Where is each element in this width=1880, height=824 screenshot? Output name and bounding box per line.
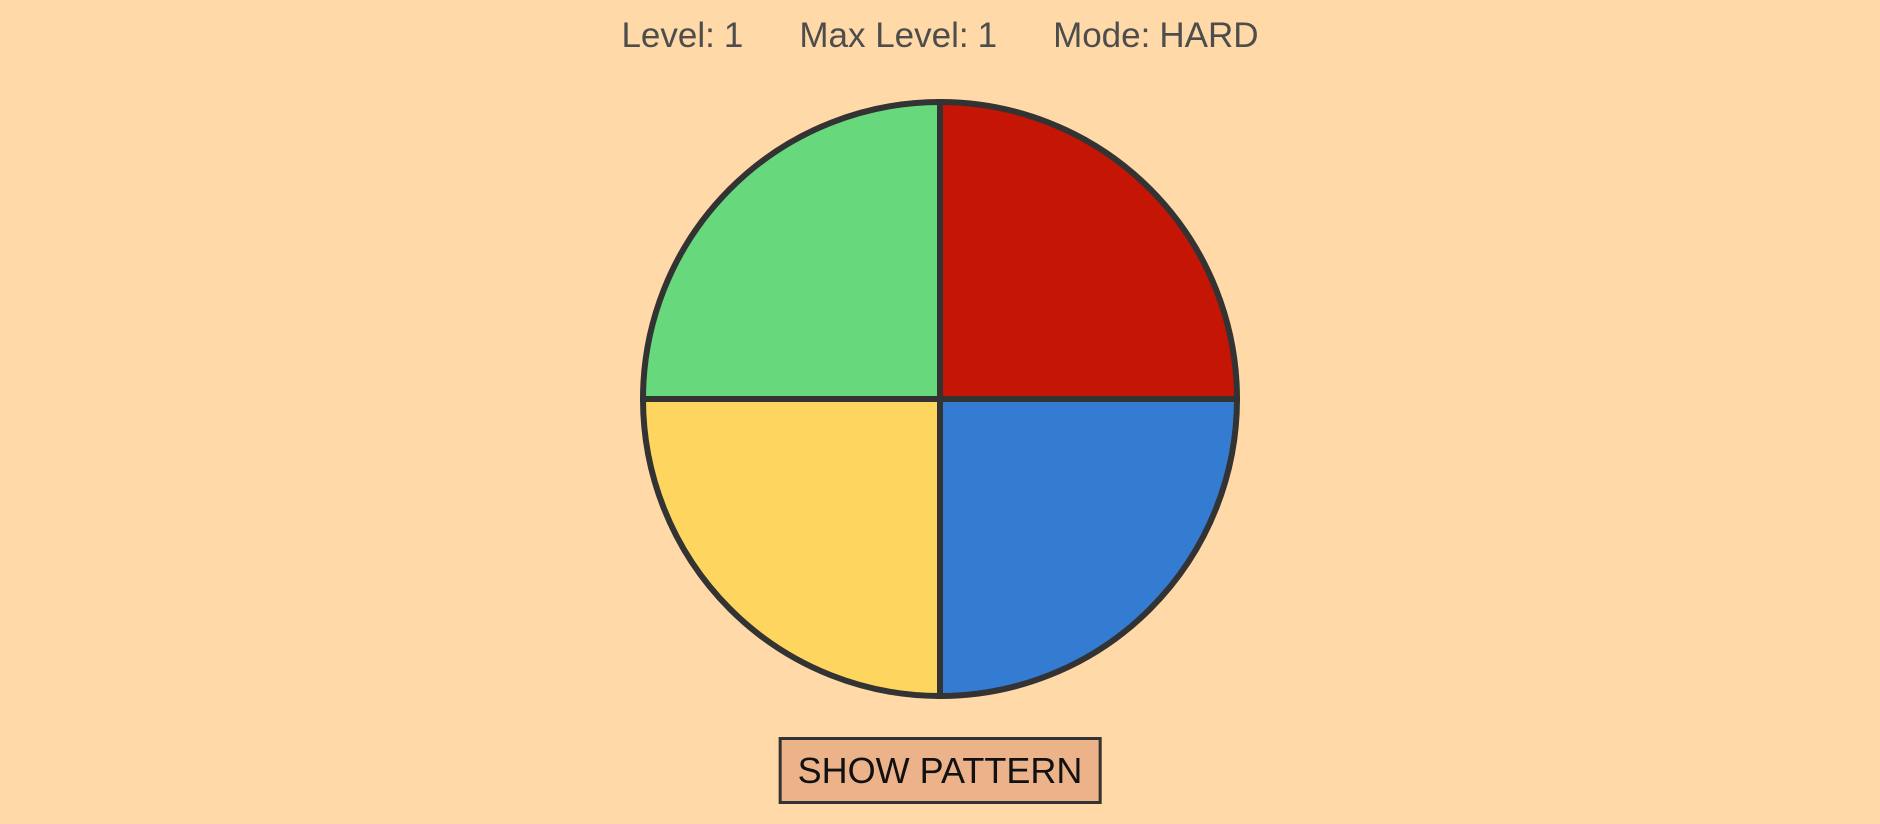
quadrant-red[interactable] <box>937 98 1241 402</box>
status-bar: Level: 1 Max Level: 1 Mode: HARD <box>0 15 1880 57</box>
level-stat: Level: 1 <box>621 15 743 57</box>
mode-label: Mode: <box>1053 16 1151 55</box>
quadrant-yellow[interactable] <box>639 396 943 700</box>
quadrant-blue[interactable] <box>937 396 1241 700</box>
max-level-stat: Max Level: 1 <box>799 15 997 57</box>
color-wheel <box>639 98 1241 700</box>
mode-stat: Mode: HARD <box>1053 15 1258 57</box>
mode-value: HARD <box>1159 16 1259 55</box>
quadrant-green[interactable] <box>639 98 943 402</box>
max-level-label: Max Level: <box>799 16 969 55</box>
max-level-value: 1 <box>977 16 998 55</box>
level-label: Level: <box>621 16 715 55</box>
show-pattern-button[interactable]: SHOW PATTERN <box>778 737 1102 805</box>
level-value: 1 <box>723 16 744 55</box>
